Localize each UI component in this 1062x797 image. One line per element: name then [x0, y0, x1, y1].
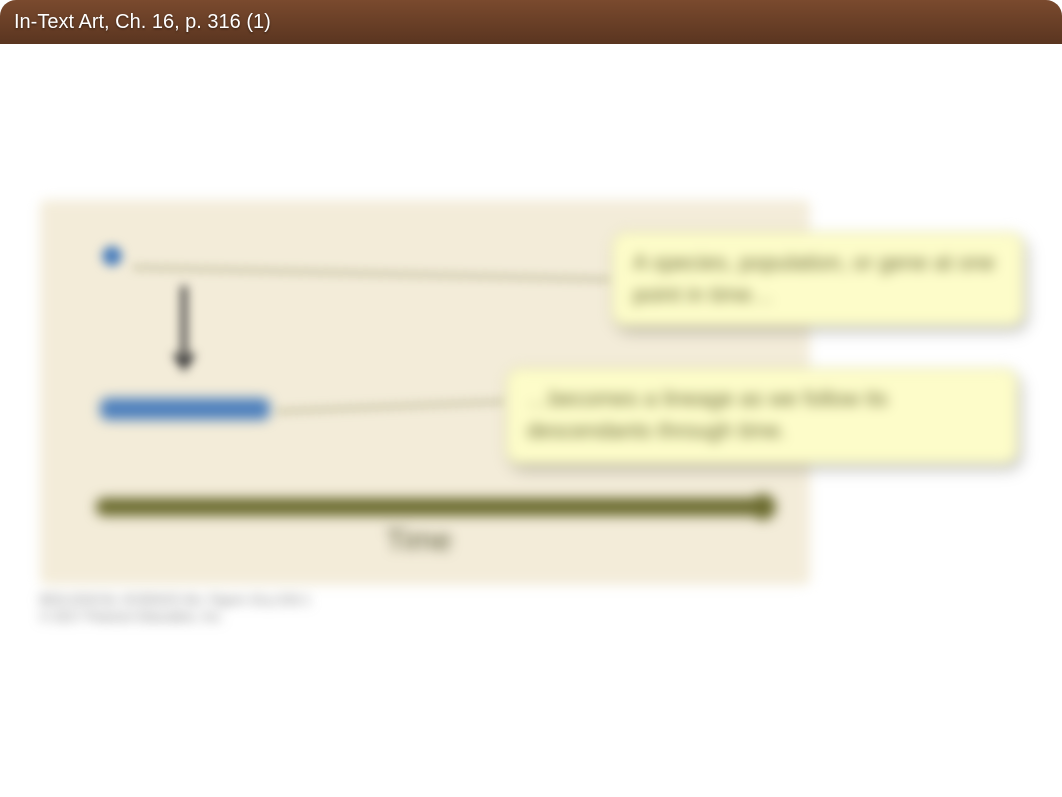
callout-species: A species, population, or gene at one po…	[612, 232, 1024, 326]
titlebar-text: In-Text Art, Ch. 16, p. 316 (1)	[14, 11, 271, 34]
callout-lineage: …becomes a lineage as we follow its desc…	[506, 368, 1018, 464]
citation-line1: BIOLOGICAL SCIENCE 6/e, Figure 16.p.316.…	[40, 592, 310, 609]
time-axis	[96, 498, 776, 516]
lineage-bar	[100, 398, 270, 420]
titlebar: In-Text Art, Ch. 16, p. 316 (1)	[0, 0, 1062, 44]
callout-lineage-text: …becomes a lineage as we follow its desc…	[527, 386, 888, 443]
time-axis-label: Time	[386, 524, 452, 558]
citation-line2: © 2017 Pearson Education, Inc.	[40, 609, 310, 626]
citation: BIOLOGICAL SCIENCE 6/e, Figure 16.p.316.…	[40, 592, 310, 626]
species-dot	[102, 246, 122, 266]
time-axis-cap-icon	[750, 494, 776, 520]
slide-frame: In-Text Art, Ch. 16, p. 316 (1) Time A s…	[0, 0, 1062, 797]
arrow-head-icon	[172, 354, 196, 372]
time-axis-line	[96, 498, 766, 516]
arrow-stem	[181, 286, 187, 358]
callout-species-text: A species, population, or gene at one po…	[633, 250, 995, 307]
slide-content: Time A species, population, or gene at o…	[0, 44, 1062, 797]
